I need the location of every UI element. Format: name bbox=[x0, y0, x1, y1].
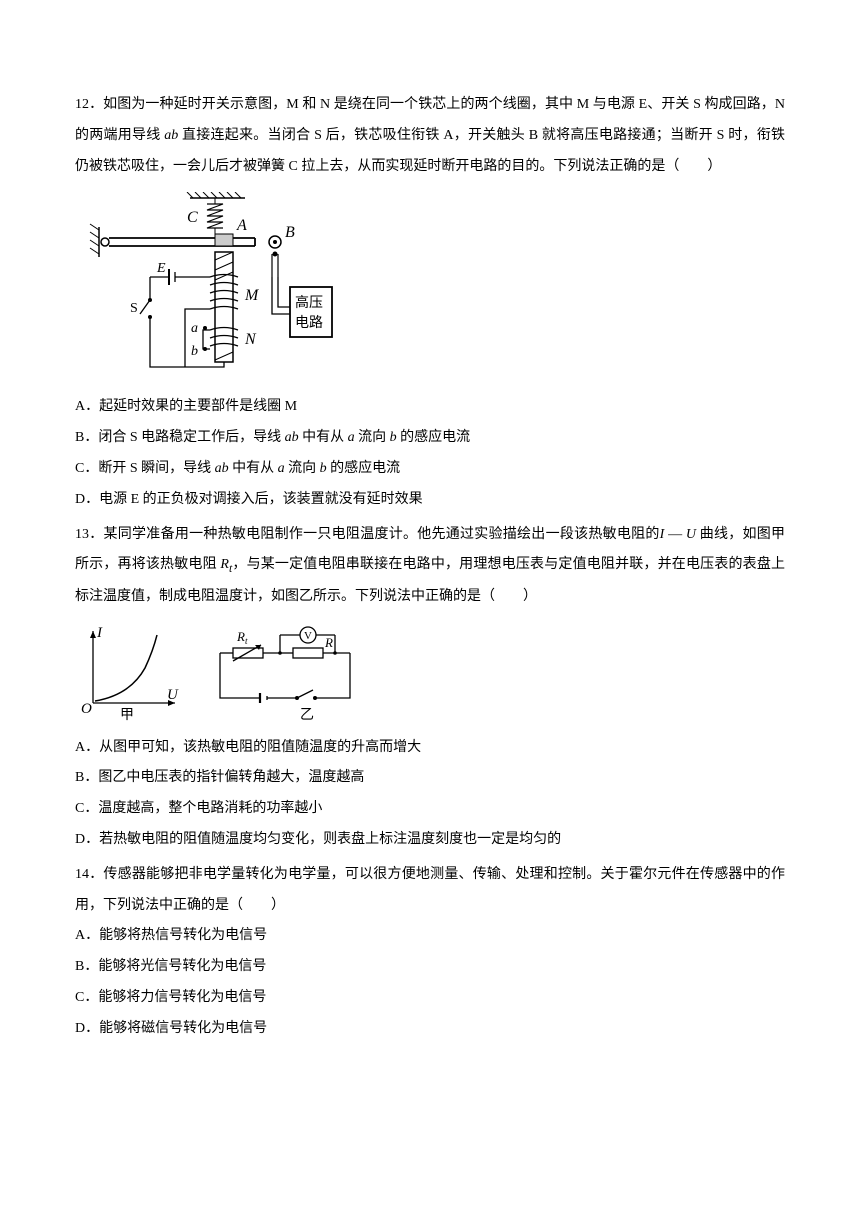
q14-option-b: B．能够将光信号转化为电信号 bbox=[75, 952, 785, 983]
svg-text:R: R bbox=[236, 629, 245, 644]
svg-text:U: U bbox=[167, 687, 179, 703]
q12-text: 12．如图为一种延时开关示意图，M 和 N 是绕在同一个铁芯上的两个线圈，其中 … bbox=[75, 90, 785, 182]
q13-text: 13．某同学准备用一种热敏电阻制作一只电阻温度计。他先通过实验描绘出一段该热敏电… bbox=[75, 520, 785, 613]
svg-text:R: R bbox=[324, 635, 333, 650]
question-13: 13．某同学准备用一种热敏电阻制作一只电阻温度计。他先通过实验描绘出一段该热敏电… bbox=[75, 520, 785, 856]
q12-option-c: C．断开 S 瞬间，导线 ab 中有从 a 流向 b 的感应电流 bbox=[75, 454, 785, 485]
svg-text:V: V bbox=[304, 630, 312, 642]
svg-text:E: E bbox=[156, 261, 166, 276]
q14-option-a: A．能够将热信号转化为电信号 bbox=[75, 921, 785, 952]
svg-text:O: O bbox=[81, 701, 92, 717]
q13-diagram: I U O 甲 R t bbox=[75, 623, 785, 723]
question-14: 14．传感器能够把非电学量转化为电学量，可以很方便地测量、传输、处理和控制。关于… bbox=[75, 860, 785, 1045]
svg-text:电路: 电路 bbox=[295, 315, 323, 331]
svg-text:乙: 乙 bbox=[300, 707, 314, 723]
svg-text:高压: 高压 bbox=[295, 294, 323, 311]
q13-option-a: A．从图甲可知，该热敏电阻的阻值随温度的升高而增大 bbox=[75, 733, 785, 764]
svg-text:C: C bbox=[187, 209, 198, 226]
q14-text: 14．传感器能够把非电学量转化为电学量，可以很方便地测量、传输、处理和控制。关于… bbox=[75, 860, 785, 922]
q13-option-d: D．若热敏电阻的阻值随温度均匀变化，则表盘上标注温度刻度也一定是均匀的 bbox=[75, 825, 785, 856]
svg-text:S: S bbox=[130, 301, 138, 316]
svg-text:a: a bbox=[191, 321, 198, 336]
q12-option-d: D．电源 E 的正负极对调接入后，该装置就没有延时效果 bbox=[75, 485, 785, 516]
svg-text:甲: 甲 bbox=[120, 708, 134, 723]
svg-text:t: t bbox=[245, 636, 248, 646]
question-12: 12．如图为一种延时开关示意图，M 和 N 是绕在同一个铁芯上的两个线圈，其中 … bbox=[75, 90, 785, 516]
q13-option-c: C．温度越高，整个电路消耗的功率越小 bbox=[75, 794, 785, 825]
svg-text:N: N bbox=[244, 331, 257, 348]
q14-option-c: C．能够将力信号转化为电信号 bbox=[75, 983, 785, 1014]
q13-option-b: B．图乙中电压表的指针偏转角越大，温度越高 bbox=[75, 763, 785, 794]
q13-number: 13． bbox=[75, 527, 104, 542]
q12-option-a: A．起延时效果的主要部件是线圈 M bbox=[75, 392, 785, 423]
q14-option-d: D．能够将磁信号转化为电信号 bbox=[75, 1014, 785, 1045]
svg-text:A: A bbox=[236, 217, 247, 234]
svg-text:B: B bbox=[285, 224, 295, 241]
svg-text:b: b bbox=[191, 344, 198, 359]
q12-diagram: C A B 高压 bbox=[75, 192, 785, 382]
svg-text:I: I bbox=[96, 625, 103, 641]
q12-option-b: B．闭合 S 电路稳定工作后，导线 ab 中有从 a 流向 b 的感应电流 bbox=[75, 423, 785, 454]
svg-text:M: M bbox=[244, 287, 260, 304]
q14-number: 14． bbox=[75, 867, 103, 882]
q12-number: 12． bbox=[75, 97, 103, 112]
